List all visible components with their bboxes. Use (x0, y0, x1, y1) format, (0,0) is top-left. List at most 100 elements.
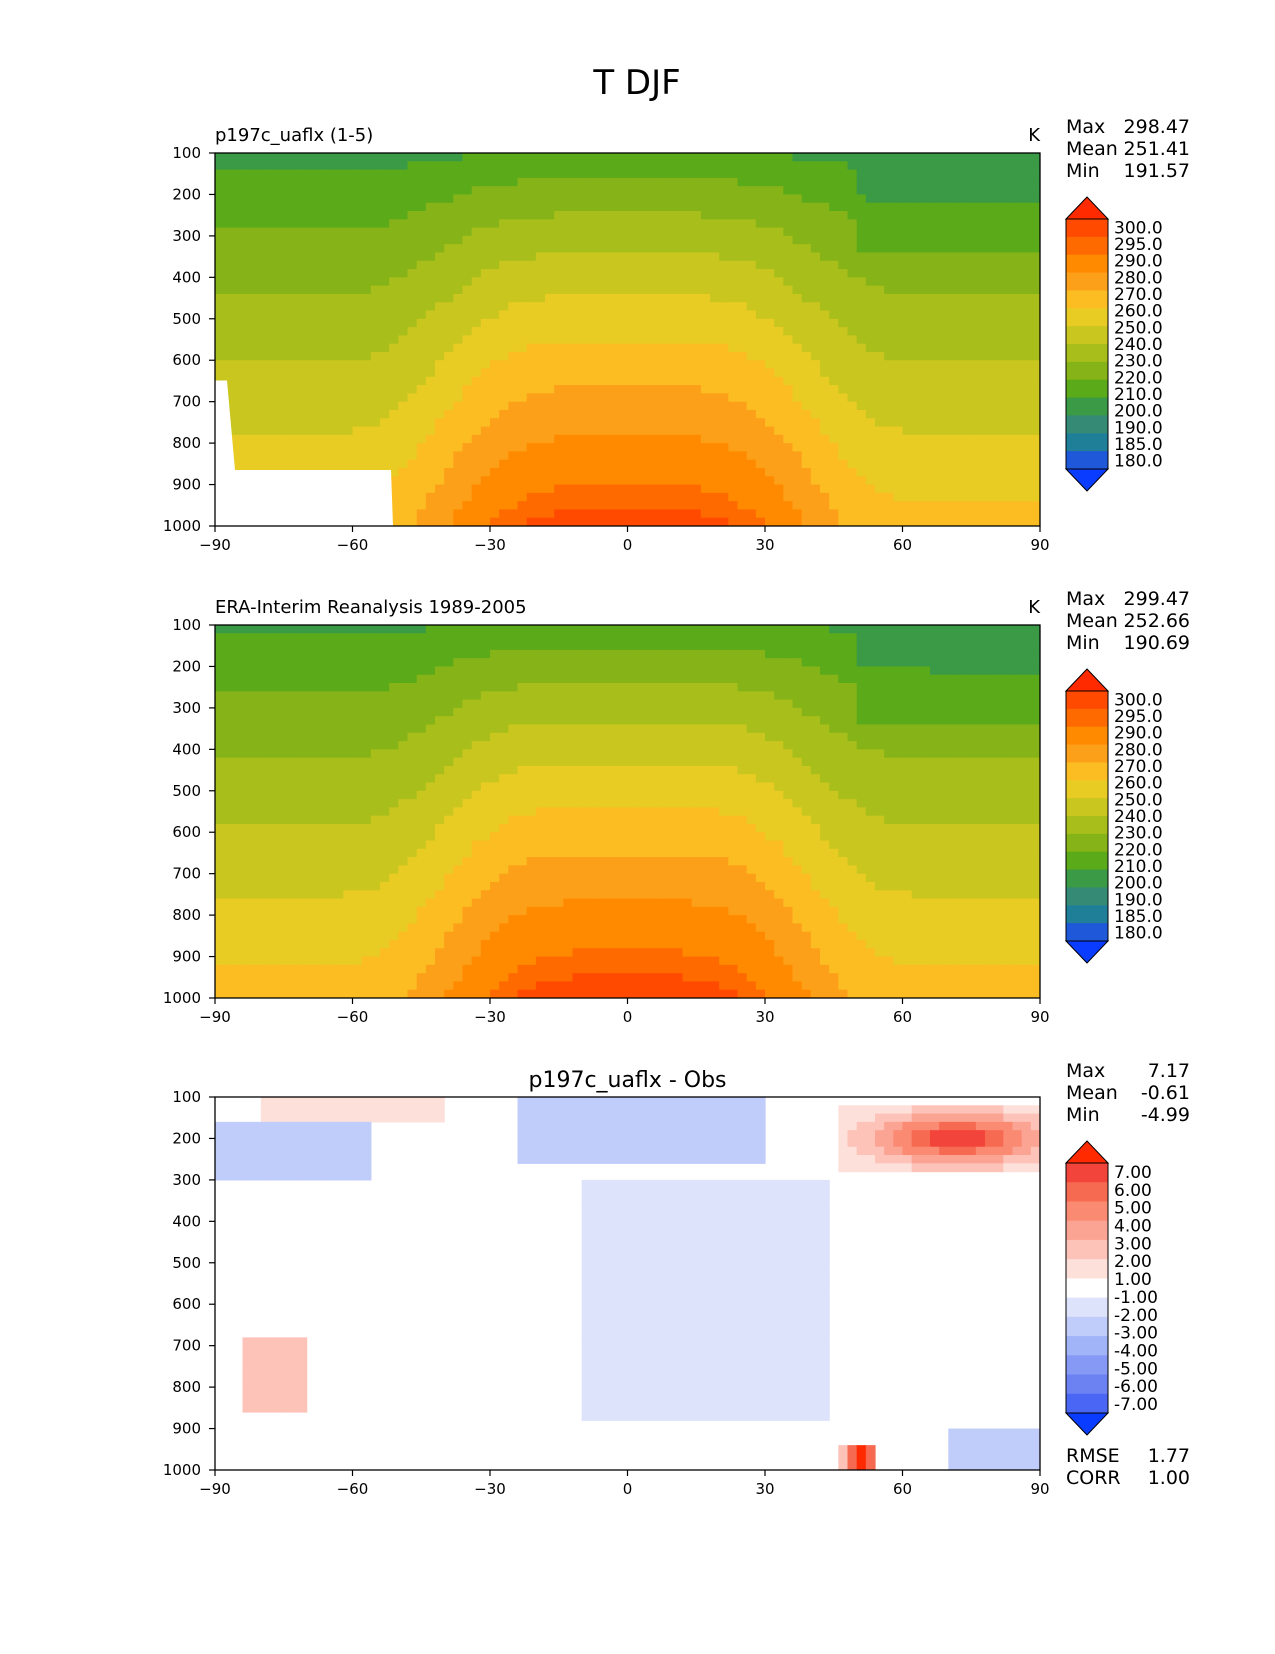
colorbar-swatch (1066, 290, 1108, 308)
stat-value: -0.61 (1141, 1082, 1190, 1104)
x-tick-label: 0 (623, 1480, 633, 1498)
colorbar-swatch (1066, 1278, 1108, 1298)
stat-value: 298.47 (1124, 116, 1190, 138)
colorbar-swatch (1066, 1298, 1108, 1318)
colorbar-swatch (1066, 1182, 1108, 1202)
colorbar-extend-max (1066, 1141, 1108, 1163)
colorbar-swatch (1066, 798, 1108, 816)
x-tick-label: −30 (474, 1480, 506, 1498)
colorbar-swatch (1066, 237, 1108, 255)
colorbar-swatch (1066, 887, 1108, 905)
stat-value: 252.66 (1124, 610, 1190, 632)
colorbar-swatch (1066, 691, 1108, 709)
x-tick-label: 60 (893, 1480, 912, 1498)
colorbar-swatch (1066, 273, 1108, 291)
stat-value: 251.41 (1124, 138, 1190, 160)
colorbar-swatch (1066, 398, 1108, 416)
x-tick-label: −90 (199, 1480, 231, 1498)
colorbar-swatch (1066, 762, 1108, 780)
colorbar-swatch (1066, 852, 1108, 870)
colorbar: 7.006.005.004.003.002.001.00-1.00-2.00-3… (1066, 1141, 1158, 1435)
x-tick-label: −60 (337, 1008, 369, 1026)
panel-title: ERA-Interim Reanalysis 1989-2005 (215, 597, 527, 618)
colorbar-swatch (1066, 905, 1108, 923)
colorbar-extend-min (1066, 1413, 1108, 1435)
stat-label: Min (1066, 632, 1100, 654)
colorbar-swatch (1066, 870, 1108, 888)
y-tick-label: 200 (172, 185, 201, 203)
colorbar-swatch (1066, 745, 1108, 763)
colorbar-swatch (1066, 362, 1108, 380)
y-tick-label: 300 (172, 1171, 201, 1189)
stat-label: Mean (1066, 138, 1118, 160)
panel-title: p197c_uaflx (1-5) (215, 125, 373, 146)
colorbar-extend-max (1066, 669, 1108, 691)
x-tick-label: −30 (474, 1008, 506, 1026)
y-tick-label: 400 (172, 740, 201, 758)
colorbar-swatch (1066, 308, 1108, 326)
colorbar-level-label: 180.0 (1114, 924, 1163, 944)
x-tick-label: 30 (755, 1008, 774, 1026)
stat-value: 191.57 (1124, 160, 1190, 182)
colorbar-swatch (1066, 219, 1108, 237)
stat-label: Mean (1066, 1082, 1118, 1104)
y-tick-label: 400 (172, 268, 201, 286)
stat-label: Mean (1066, 610, 1118, 632)
x-tick-label: −60 (337, 1480, 369, 1498)
colorbar-swatch (1066, 1163, 1108, 1183)
y-tick-label: 300 (172, 227, 201, 245)
colorbar-level-label: -7.00 (1114, 1395, 1158, 1415)
x-tick-label: 30 (755, 1480, 774, 1498)
x-tick-label: 0 (623, 536, 633, 554)
colorbar-extend-min (1066, 941, 1108, 963)
stat-label: Min (1066, 1104, 1100, 1126)
y-tick-label: 800 (172, 906, 201, 924)
colorbar: 300.0295.0290.0280.0270.0260.0250.0240.0… (1066, 197, 1163, 491)
y-tick-label: 700 (172, 865, 201, 883)
x-tick-label: −60 (337, 536, 369, 554)
colorbar-swatch (1066, 255, 1108, 273)
x-tick-label: 90 (1030, 1480, 1049, 1498)
colorbar-swatch (1066, 451, 1108, 469)
stat-label: Max (1066, 1060, 1105, 1082)
colorbar-swatch (1066, 1336, 1108, 1356)
x-tick-label: 90 (1030, 1008, 1049, 1026)
colorbar-swatch (1066, 326, 1108, 344)
y-tick-label: 200 (172, 657, 201, 675)
contour-field (215, 153, 1041, 527)
stat-value: 299.47 (1124, 588, 1190, 610)
colorbar-extend-max (1066, 197, 1108, 219)
corr-label: CORR (1066, 1467, 1121, 1489)
stat-value: 190.69 (1124, 632, 1190, 654)
colorbar-swatch (1066, 1394, 1108, 1414)
colorbar-swatch (1066, 1259, 1108, 1279)
colorbar-swatch (1066, 1317, 1108, 1337)
y-tick-label: 500 (172, 310, 201, 328)
contour-field (215, 1097, 1041, 1471)
y-tick-label: 1000 (163, 989, 201, 1007)
y-tick-label: 800 (172, 434, 201, 452)
colorbar-level-label: 180.0 (1114, 452, 1163, 472)
colorbar-swatch (1066, 816, 1108, 834)
colorbar-swatch (1066, 1240, 1108, 1260)
x-tick-label: 60 (893, 1008, 912, 1026)
x-tick-label: 90 (1030, 536, 1049, 554)
x-tick-label: −90 (199, 536, 231, 554)
y-tick-label: 100 (172, 1088, 201, 1106)
x-tick-label: −90 (199, 1008, 231, 1026)
y-tick-label: 1000 (163, 1461, 201, 1479)
y-tick-label: 900 (172, 476, 201, 494)
panel-title: p197c_uaflx - Obs (528, 1068, 726, 1093)
colorbar-swatch (1066, 1355, 1108, 1375)
y-tick-label: 500 (172, 782, 201, 800)
y-tick-label: 600 (172, 1295, 201, 1313)
colorbar-swatch (1066, 344, 1108, 362)
colorbar-swatch (1066, 923, 1108, 941)
x-tick-label: 60 (893, 536, 912, 554)
figure-title: T DJF (592, 63, 680, 103)
y-tick-label: 900 (172, 1420, 201, 1438)
